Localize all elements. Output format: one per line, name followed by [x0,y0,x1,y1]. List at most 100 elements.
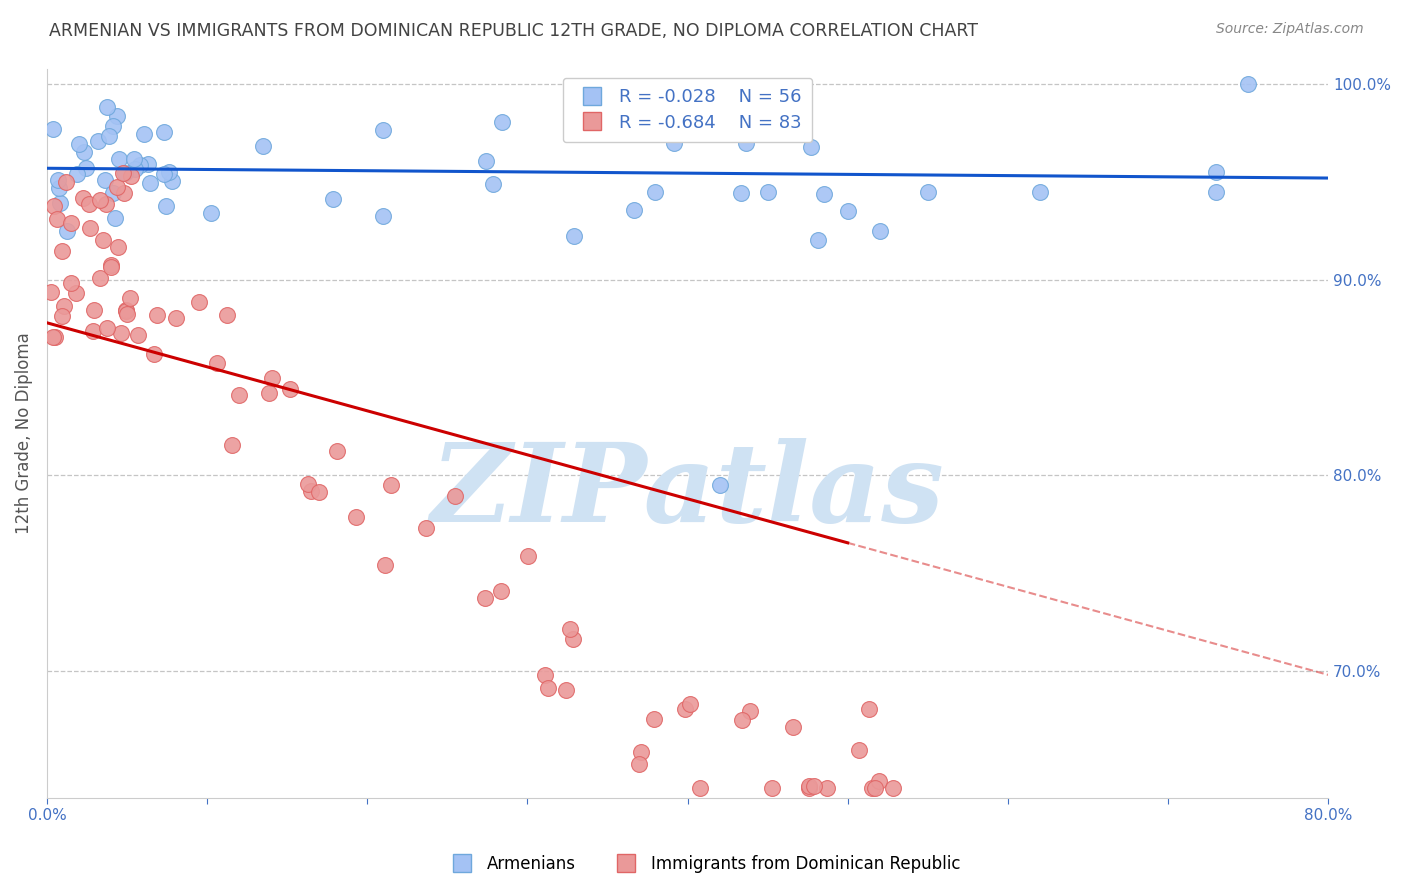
Point [734,136,756,151]
Point [42,122,65,136]
Point [59,277,82,291]
Point [260,371,283,385]
Point [709,478,731,492]
Point [228,387,250,401]
Point [101,186,124,200]
Point [111,166,134,180]
Point [252,139,274,153]
Point [60,216,83,230]
Point [66,167,89,181]
Point [72,191,94,205]
Point [155,199,177,213]
Point [100,260,122,275]
Point [115,304,138,318]
Point [110,326,132,340]
Point [537,681,560,695]
Legend: R = -0.028    N = 56, R = -0.684    N = 83: R = -0.028 N = 56, R = -0.684 N = 83 [562,78,813,143]
Point [152,167,174,181]
Point [107,240,129,254]
Point [882,781,904,796]
Point [136,156,159,170]
Point [45,211,67,226]
Point [917,185,939,199]
Point [42,329,65,343]
Point [165,311,187,326]
Point [143,347,166,361]
Point [188,295,211,310]
Text: ZIPatlas: ZIPatlas [430,438,945,545]
Y-axis label: 12th Grade, No Diploma: 12th Grade, No Diploma [15,333,32,534]
Point [800,139,823,153]
Text: ARMENIAN VS IMMIGRANTS FROM DOMINICAN REPUBLIC 12TH GRADE, NO DIPLOMA CORRELATIO: ARMENIAN VS IMMIGRANTS FROM DOMINICAN RE… [49,22,979,40]
Point [118,291,141,305]
Point [105,109,128,123]
Point [83,303,105,318]
Point [48,181,70,195]
Point [308,484,330,499]
Point [79,220,101,235]
Point [562,228,585,243]
Point [94,173,117,187]
Point [105,180,128,194]
Point [534,667,557,681]
Point [48,195,70,210]
Point [122,152,145,166]
Point [782,720,804,734]
Point [374,558,396,573]
Point [322,192,344,206]
Point [127,327,149,342]
Point [837,204,859,219]
Point [200,205,222,219]
Point [55,224,77,238]
Point [157,165,180,179]
Point [152,125,174,139]
Point [115,307,138,321]
Point [44,330,66,344]
Point [221,437,243,451]
Point [65,285,87,300]
Point [555,682,578,697]
Point [72,145,94,160]
Point [371,123,394,137]
Point [803,779,825,793]
Point [94,197,117,211]
Point [415,521,437,535]
Point [89,194,111,208]
Point [124,161,146,176]
Point [207,356,229,370]
Point [475,154,498,169]
Point [82,324,104,338]
Point [326,444,349,458]
Point [139,176,162,190]
Point [730,186,752,200]
Point [630,745,652,759]
Point [93,233,115,247]
Point [55,175,77,189]
Point [756,185,779,199]
Point [1029,185,1052,199]
Point [807,233,830,247]
Point [257,386,280,401]
Point [689,781,711,796]
Point [114,303,136,318]
Point [39,285,62,299]
Point [77,197,100,211]
Point [643,712,665,726]
Point [100,258,122,272]
Point [380,478,402,492]
Point [644,185,666,199]
Point [869,224,891,238]
Text: Source: ZipAtlas.com: Source: ZipAtlas.com [1216,22,1364,37]
Point [797,781,820,796]
Point [67,136,90,151]
Point [51,244,73,259]
Point [516,549,538,563]
Point [491,115,513,129]
Point [1205,185,1227,199]
Point [104,211,127,226]
Point [89,271,111,285]
Point [278,383,301,397]
Point [858,702,880,716]
Point [132,127,155,141]
Point [75,161,97,175]
